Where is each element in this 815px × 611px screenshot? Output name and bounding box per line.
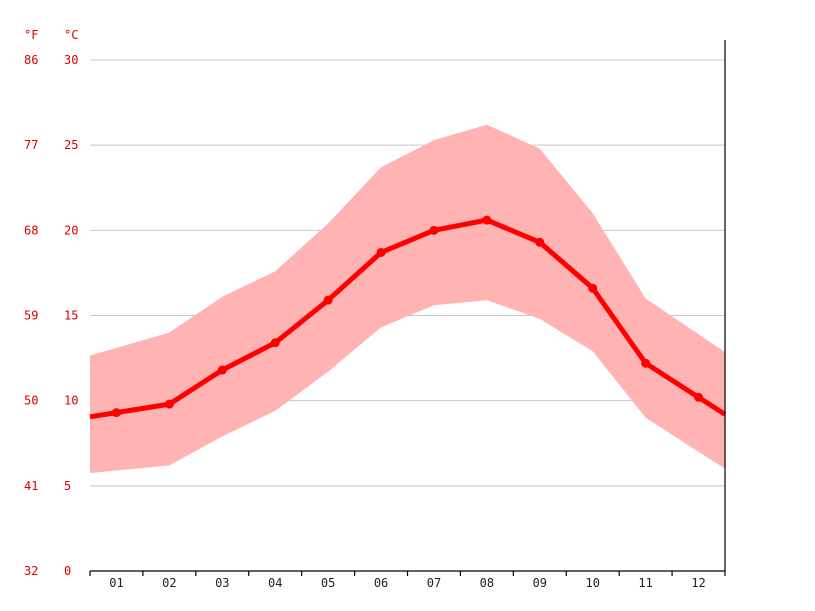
y-axis-fahrenheit: 32 41 50 59 68 77 86 — [24, 53, 38, 578]
y-tick-label-c: 25 — [64, 138, 78, 152]
data-point-11 — [641, 358, 651, 368]
x-tick-label: 09 — [533, 576, 547, 590]
axes — [89, 40, 726, 576]
y-tick-label-c: 10 — [64, 394, 78, 408]
fahrenheit-unit-label: °F — [24, 28, 38, 42]
y-tick-label-c: 30 — [64, 53, 78, 67]
x-tick-label: 06 — [374, 576, 388, 590]
x-tick-label: 04 — [268, 576, 282, 590]
y-tick-label-f: 86 — [24, 53, 38, 67]
y-tick-label-c: 15 — [64, 309, 78, 323]
average-temperature-line — [89, 217, 727, 420]
y-axis-celsius: 0 5 10 15 20 25 30 — [64, 53, 78, 578]
temperature-range-band — [90, 124, 725, 474]
data-points — [111, 215, 704, 418]
x-tick-label: 08 — [480, 576, 494, 590]
data-point-02 — [164, 399, 174, 409]
data-point-09 — [535, 237, 545, 247]
y-tick-label-f: 50 — [24, 394, 38, 408]
data-point-05 — [323, 295, 333, 305]
y-tick-label-c: 20 — [64, 223, 78, 237]
data-point-08 — [482, 215, 492, 225]
x-tick-label: 01 — [109, 576, 123, 590]
data-point-04 — [270, 338, 280, 348]
x-tick-label: 03 — [215, 576, 229, 590]
y-tick-label-c: 0 — [64, 564, 71, 578]
data-point-12 — [694, 392, 704, 402]
x-axis-months: 01 02 03 04 05 06 07 08 09 10 11 12 — [109, 576, 706, 590]
x-tick-label: 05 — [321, 576, 335, 590]
y-tick-label-c: 5 — [64, 479, 71, 493]
y-tick-label-f: 59 — [24, 309, 38, 323]
x-tick-label: 02 — [162, 576, 176, 590]
data-point-03 — [217, 365, 227, 375]
data-point-10 — [588, 283, 598, 293]
y-tick-label-f: 68 — [24, 223, 38, 237]
y-tick-label-f: 41 — [24, 479, 38, 493]
x-tick-label: 12 — [691, 576, 705, 590]
y-tick-label-f: 77 — [24, 138, 38, 152]
y-tick-label-f: 32 — [24, 564, 38, 578]
x-tick-label: 11 — [638, 576, 652, 590]
x-tick-label: 10 — [585, 576, 599, 590]
data-point-01 — [111, 408, 121, 418]
data-point-07 — [429, 225, 439, 235]
celsius-unit-label: °C — [64, 28, 78, 42]
x-tick-label: 07 — [427, 576, 441, 590]
data-point-06 — [376, 247, 386, 257]
